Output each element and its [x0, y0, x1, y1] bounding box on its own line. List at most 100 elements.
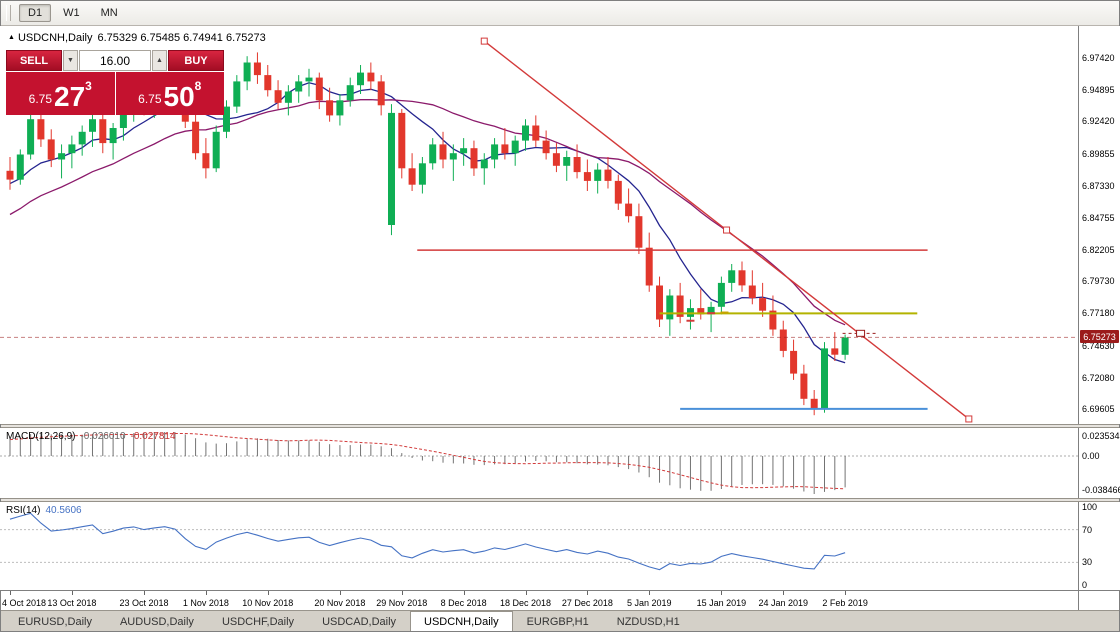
chart-ohlc-values: 6.75329 6.75485 6.74941 6.75273 [97, 32, 266, 44]
volume-up-button[interactable]: ▲ [152, 50, 167, 71]
date-tick [721, 591, 723, 595]
date-label: 4 Oct 2018 [2, 598, 47, 608]
rsi-axis[interactable]: 100 70 30 0 [1078, 502, 1120, 590]
price-tick: 6.77180 [1082, 308, 1115, 319]
date-label: 1 Nov 2018 [182, 598, 229, 608]
chart-ohlc-header: ▲ USDCNH,Daily 6.75329 6.75485 6.74941 6.7… [8, 32, 266, 44]
macd-axis-label: -0.038466 [1082, 485, 1120, 495]
date-label: 15 Jan 2019 [696, 598, 747, 608]
date-tick [339, 591, 341, 595]
chart-tab-nzdusd-h1[interactable]: NZDUSD,H1 [616, 616, 680, 628]
price-tick: 6.97420 [1082, 53, 1115, 64]
main-chart-panel: ▲ USDCNH,Daily 6.75329 6.75485 6.74941 6.7… [0, 26, 1120, 424]
buy-button[interactable]: BUY [168, 50, 224, 71]
trendline-handle [965, 415, 973, 423]
chart-tab-audusd-daily[interactable]: AUDUSD,Daily [119, 616, 194, 628]
date-tick [525, 591, 527, 595]
rsi-title: RSI(14) [6, 505, 41, 516]
macd-main-value: -0.026010 [80, 431, 126, 442]
sell-price-pips: 27 [54, 81, 86, 113]
moving-averages [9, 82, 846, 364]
panel-splitter[interactable] [0, 424, 1120, 428]
order-marker [856, 329, 866, 337]
timeframe-button-w1[interactable]: W1 [63, 6, 80, 19]
price-tick: 6.82205 [1082, 245, 1115, 256]
macd-header: MACD(12,26,9) -0.026010 -0.027814 [6, 431, 181, 442]
rsi-line [9, 512, 846, 571]
sell-price-pipette: 3 [85, 79, 92, 93]
sell-button[interactable]: SELL [6, 50, 62, 71]
rsi-axis-label: 70 [1082, 524, 1093, 535]
rsi-axis-label: 30 [1082, 557, 1093, 568]
chart-tabs-bar: EURUSD,Daily AUDUSD,Daily USDCHF,Daily USDC… [0, 610, 1120, 632]
panel-splitter[interactable] [0, 498, 1120, 502]
price-tick: 6.79730 [1082, 276, 1115, 287]
date-label: 10 Nov 2018 [242, 598, 294, 608]
timeframe-button-d1[interactable]: D1 [19, 3, 52, 22]
timeframe-button-mn[interactable]: MN [100, 6, 118, 19]
volume-input[interactable]: 16.00 [79, 50, 151, 71]
rsi-axis-label: 0 [1082, 580, 1088, 590]
price-axis[interactable]: 6.97420 6.94895 6.92420 6.89855 6.87330 6.847… [1078, 26, 1120, 424]
date-label: 2 Feb 2019 [822, 598, 868, 608]
trendline-handle [723, 226, 731, 234]
volume-down-button[interactable]: ▼ [63, 50, 78, 71]
chart-tab-usdcnh-daily[interactable]: USDCNH,Daily [410, 611, 513, 632]
chart-tab-usdchf-daily[interactable]: USDCHF,Daily [221, 616, 295, 628]
macd-axis-label: 0.00 [1082, 451, 1100, 461]
date-axis-plot[interactable]: 4 Oct 2018 13 Oct 2018 23 Oct 2018 1 Nov 20… [0, 591, 1078, 610]
rsi-axis-label: 100 [1082, 502, 1098, 512]
date-axis: 4 Oct 2018 13 Oct 2018 23 Oct 2018 1 Nov 20… [0, 590, 1120, 610]
date-label: 23 Oct 2018 [119, 598, 169, 608]
sell-price-tile[interactable]: 6.75 27 3 [6, 72, 115, 115]
chart-objects[interactable] [417, 37, 973, 423]
caret-up-icon: ▲ [156, 57, 163, 64]
date-tick [463, 591, 465, 595]
chart-symbol-label: USDCNH,Daily [17, 32, 93, 44]
axis-corner [1078, 591, 1120, 610]
date-label: 27 Dec 2018 [561, 598, 613, 608]
date-label: 24 Jan 2019 [758, 598, 809, 608]
date-label: 13 Oct 2018 [47, 598, 97, 608]
date-tick [205, 591, 207, 595]
price-tick: 6.89855 [1082, 148, 1115, 159]
macd-axis-label: 0.023534 [1082, 431, 1120, 441]
chart-tab-eurusd-daily[interactable]: EURUSD,Daily [18, 616, 92, 628]
date-label: 18 Dec 2018 [499, 598, 552, 608]
date-tick [845, 591, 847, 595]
one-click-trade-panel: SELL ▼ 16.00 ▲ BUY 6.75 27 3 6.75 50 8 [6, 50, 224, 115]
date-label: 8 Dec 2018 [440, 598, 487, 608]
date-tick [649, 591, 651, 595]
price-tick: 6.87330 [1082, 180, 1115, 191]
sell-price-prefix: 6.75 [28, 92, 52, 106]
date-tick [587, 591, 589, 595]
rsi-value: 40.5606 [45, 505, 82, 516]
buy-price-pipette: 8 [194, 79, 202, 93]
symbol-collapse-icon: ▲ [8, 34, 15, 41]
macd-plot[interactable]: MACD(12,26,9) -0.026010 -0.027814 [0, 428, 1078, 498]
date-tick [267, 591, 269, 595]
rsi-plot[interactable]: RSI(14) 40.5606 [0, 502, 1078, 590]
date-tick [401, 591, 403, 595]
price-tick: 6.92420 [1082, 116, 1115, 127]
chart-tab-eurgbp-h1[interactable]: EURGBP,H1 [526, 616, 589, 628]
date-tick [783, 591, 785, 595]
date-label: 29 Nov 2018 [376, 598, 428, 608]
chart-tab-usdcad-daily[interactable]: USDCAD,Daily [322, 616, 397, 628]
trendline-handle [480, 37, 488, 45]
price-tick: 6.72080 [1082, 372, 1115, 383]
date-tick [144, 591, 146, 595]
price-tick: 6.84755 [1082, 213, 1115, 223]
buy-price-prefix: 6.75 [138, 92, 162, 106]
toolbar-grip[interactable] [6, 4, 11, 21]
macd-axis[interactable]: 0.023534 0.00 -0.038466 [1078, 428, 1120, 498]
date-tick [10, 591, 11, 595]
buy-price-pips: 50 [163, 81, 195, 113]
rsi-header: RSI(14) 40.5606 [6, 505, 87, 516]
price-chart-plot[interactable]: ▲ USDCNH,Daily 6.75329 6.75485 6.74941 6.7… [0, 26, 1078, 424]
macd-panel: MACD(12,26,9) -0.026010 -0.027814 0.023534… [0, 428, 1120, 498]
buy-price-tile[interactable]: 6.75 50 8 [115, 72, 224, 115]
macd-signal-value: -0.027814 [130, 431, 176, 442]
caret-down-icon: ▼ [67, 57, 74, 64]
